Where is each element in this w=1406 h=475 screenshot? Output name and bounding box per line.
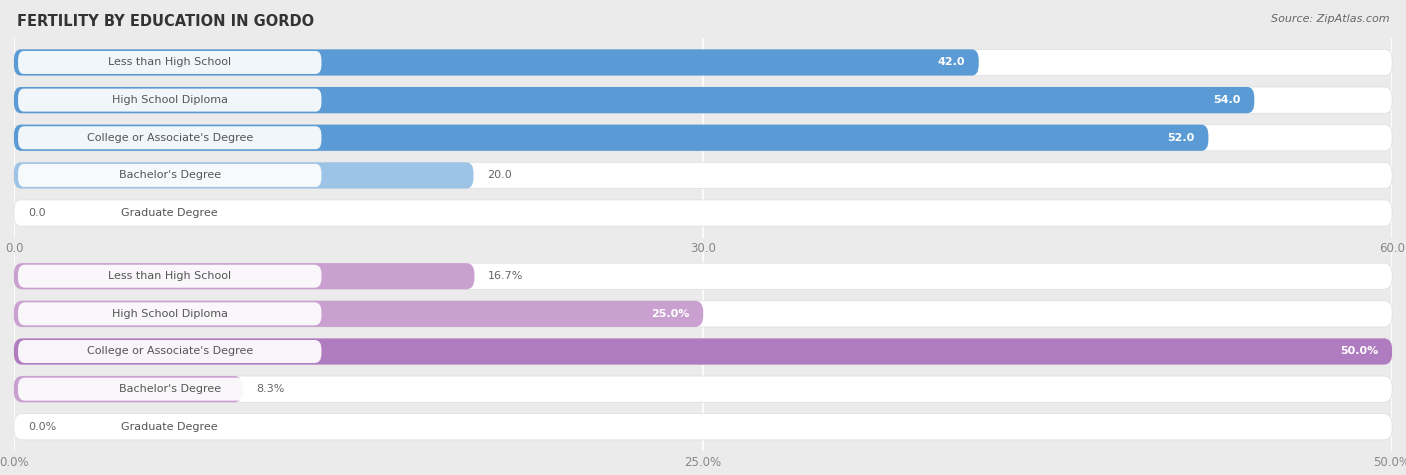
Text: 50.0%: 50.0% [1340, 346, 1378, 357]
Text: Bachelor's Degree: Bachelor's Degree [118, 171, 221, 180]
FancyBboxPatch shape [18, 201, 322, 225]
FancyBboxPatch shape [18, 51, 322, 74]
Text: Bachelor's Degree: Bachelor's Degree [118, 384, 221, 394]
FancyBboxPatch shape [18, 415, 322, 438]
Text: 52.0: 52.0 [1167, 133, 1195, 143]
FancyBboxPatch shape [18, 378, 322, 400]
FancyBboxPatch shape [18, 89, 322, 112]
FancyBboxPatch shape [14, 124, 1208, 151]
FancyBboxPatch shape [18, 340, 322, 363]
FancyBboxPatch shape [18, 265, 322, 288]
FancyBboxPatch shape [14, 263, 474, 289]
FancyBboxPatch shape [14, 338, 1392, 365]
Text: Less than High School: Less than High School [108, 57, 232, 67]
FancyBboxPatch shape [14, 162, 1392, 189]
Text: 20.0: 20.0 [486, 171, 512, 180]
FancyBboxPatch shape [14, 124, 1392, 151]
Text: High School Diploma: High School Diploma [111, 95, 228, 105]
Text: Source: ZipAtlas.com: Source: ZipAtlas.com [1271, 14, 1389, 24]
FancyBboxPatch shape [18, 164, 322, 187]
FancyBboxPatch shape [14, 49, 979, 76]
Text: High School Diploma: High School Diploma [111, 309, 228, 319]
FancyBboxPatch shape [18, 126, 322, 149]
Text: 0.0%: 0.0% [28, 422, 56, 432]
Text: Less than High School: Less than High School [108, 271, 232, 281]
FancyBboxPatch shape [14, 338, 1392, 365]
Text: Graduate Degree: Graduate Degree [121, 422, 218, 432]
Text: 0.0: 0.0 [28, 208, 45, 218]
FancyBboxPatch shape [18, 303, 322, 325]
Text: College or Associate's Degree: College or Associate's Degree [87, 346, 253, 357]
Text: 42.0: 42.0 [938, 57, 965, 67]
FancyBboxPatch shape [14, 162, 474, 189]
Text: 25.0%: 25.0% [651, 309, 689, 319]
FancyBboxPatch shape [14, 49, 1392, 76]
Text: 8.3%: 8.3% [256, 384, 285, 394]
Text: Graduate Degree: Graduate Degree [121, 208, 218, 218]
FancyBboxPatch shape [14, 87, 1254, 113]
Text: FERTILITY BY EDUCATION IN GORDO: FERTILITY BY EDUCATION IN GORDO [17, 14, 314, 29]
FancyBboxPatch shape [14, 414, 1392, 440]
Text: College or Associate's Degree: College or Associate's Degree [87, 133, 253, 143]
FancyBboxPatch shape [14, 376, 243, 402]
FancyBboxPatch shape [14, 87, 1392, 113]
Text: 16.7%: 16.7% [488, 271, 523, 281]
Text: 54.0: 54.0 [1213, 95, 1240, 105]
FancyBboxPatch shape [14, 263, 1392, 289]
FancyBboxPatch shape [14, 301, 703, 327]
FancyBboxPatch shape [14, 200, 1392, 226]
FancyBboxPatch shape [14, 301, 1392, 327]
FancyBboxPatch shape [14, 376, 1392, 402]
